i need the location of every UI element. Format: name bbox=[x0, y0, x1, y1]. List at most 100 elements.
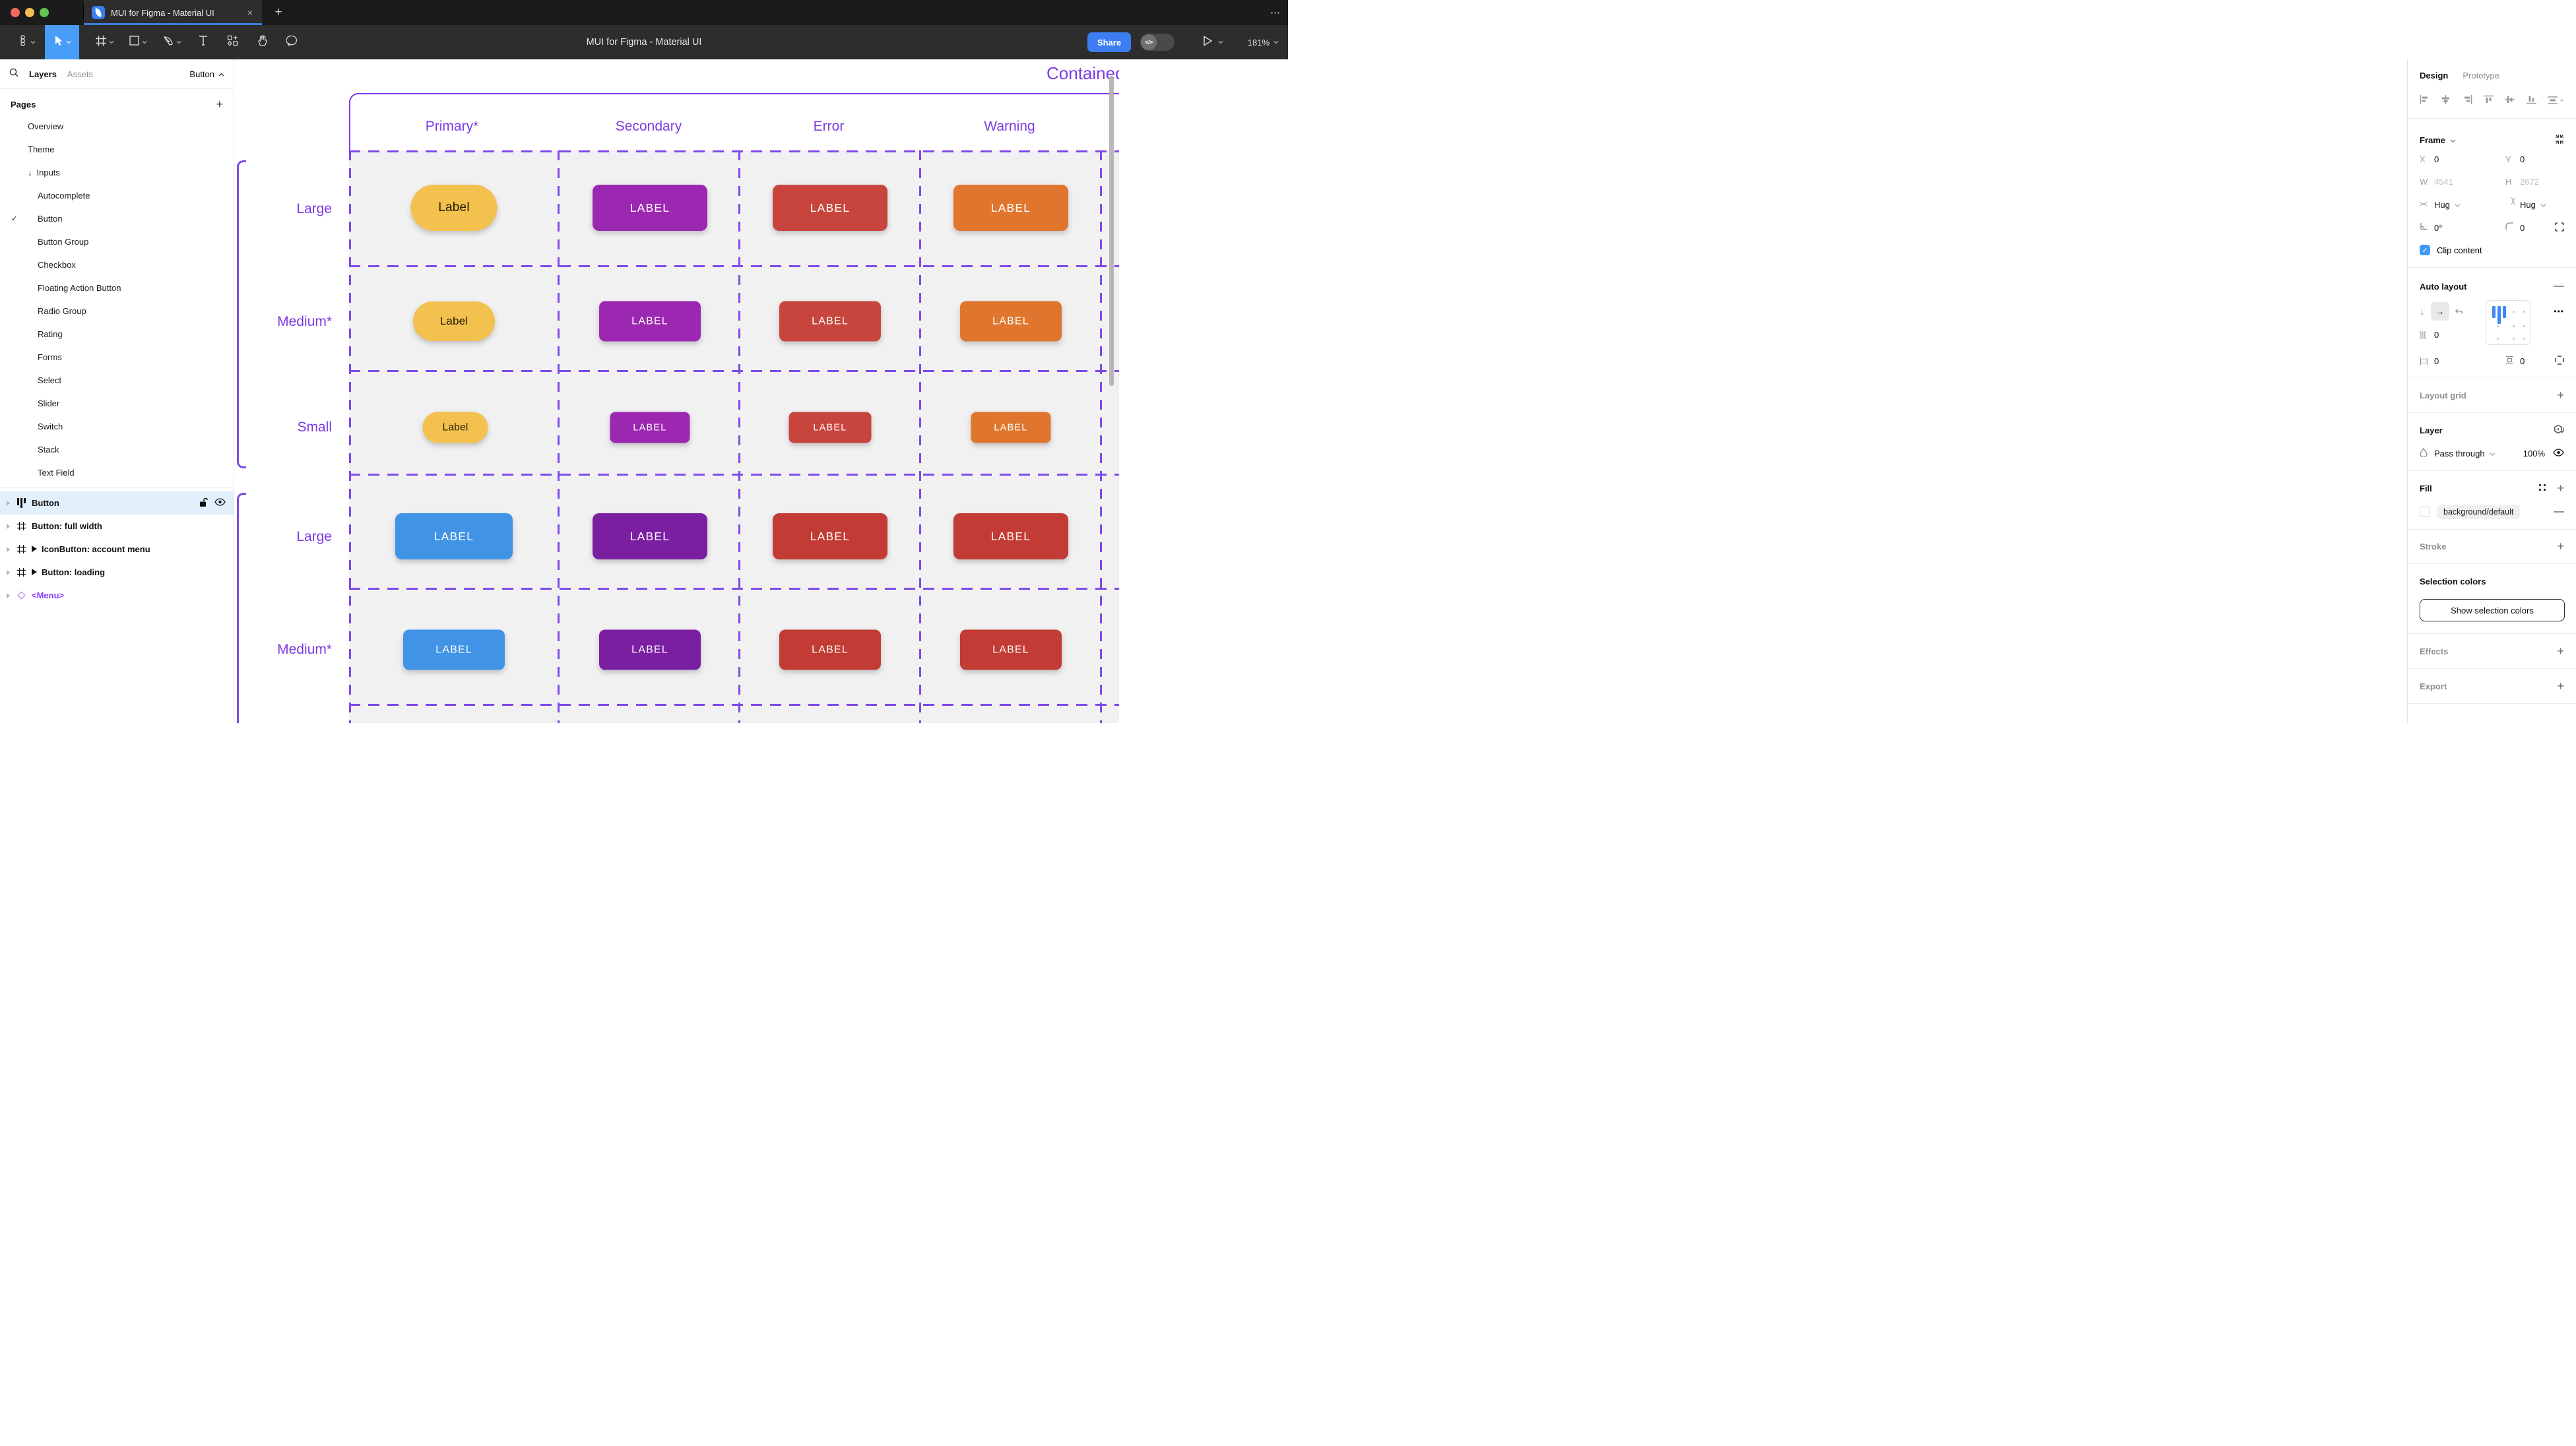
page-item-radio-group[interactable]: Radio Group bbox=[38, 306, 86, 316]
fill-color-swatch[interactable] bbox=[2420, 507, 2430, 517]
shape-tool-button[interactable] bbox=[123, 25, 153, 59]
layer-row-button-full-width[interactable]: Button: full width bbox=[0, 515, 234, 538]
page-item-text-field[interactable]: Text Field bbox=[38, 468, 75, 478]
align-v-center-icon[interactable] bbox=[2505, 95, 2515, 106]
align-left-icon[interactable] bbox=[2420, 94, 2430, 106]
individual-corners-icon[interactable] bbox=[2555, 222, 2564, 234]
layer-row-button[interactable]: Button bbox=[0, 491, 234, 515]
layer-row-button-loading[interactable]: Button: loading bbox=[0, 561, 234, 584]
button-medium-error[interactable]: LABEL bbox=[779, 301, 881, 342]
page-item-forms[interactable]: Forms bbox=[38, 352, 62, 362]
y-position-value[interactable]: 0 bbox=[2520, 154, 2525, 164]
canvas-scrollbar[interactable] bbox=[1109, 76, 1114, 386]
frame-section-title[interactable]: Frame bbox=[2420, 135, 2446, 145]
page-item-theme[interactable]: Theme bbox=[28, 144, 55, 154]
add-layout-grid-button[interactable]: + bbox=[2557, 388, 2564, 402]
x-position-value[interactable]: 0 bbox=[2434, 154, 2439, 164]
fill-style-chip[interactable]: background/default bbox=[2437, 505, 2521, 519]
main-menu-button[interactable] bbox=[12, 25, 41, 59]
page-item-inputs[interactable]: ↓ Inputs bbox=[28, 168, 60, 177]
remove-fill-button[interactable]: — bbox=[2554, 506, 2564, 517]
align-bottom-icon[interactable] bbox=[2526, 95, 2536, 106]
corner-radius-value[interactable]: 0 bbox=[2520, 222, 2525, 233]
button-medium-secondary[interactable]: LABEL bbox=[599, 301, 701, 342]
button-small-primary[interactable]: Label bbox=[422, 412, 488, 443]
rotation-value[interactable]: 0° bbox=[2434, 222, 2443, 233]
add-fill-button[interactable]: + bbox=[2557, 481, 2564, 495]
file-tab[interactable]: MUI for Figma - Material UI × bbox=[84, 0, 262, 25]
individual-padding-icon[interactable] bbox=[2555, 355, 2564, 367]
close-tab-icon[interactable]: × bbox=[247, 7, 253, 18]
page-item-button[interactable]: ✓ Button bbox=[11, 214, 63, 224]
tab-prototype[interactable]: Prototype bbox=[2463, 70, 2499, 80]
button-medium2-secondary[interactable]: LABEL bbox=[599, 629, 701, 670]
frame-title[interactable]: Contained bbox=[1046, 63, 1119, 83]
text-tool-button[interactable] bbox=[191, 25, 215, 59]
direction-right-icon[interactable]: → bbox=[2430, 302, 2449, 321]
page-item-autocomplete[interactable]: Autocomplete bbox=[38, 191, 90, 201]
resources-tool-button[interactable] bbox=[219, 25, 245, 59]
button-large2-error[interactable]: LABEL bbox=[773, 513, 887, 559]
button-medium2-primary[interactable]: LABEL bbox=[403, 629, 505, 670]
visibility-eye-icon[interactable] bbox=[2553, 448, 2564, 458]
dev-mode-toggle[interactable]: </> bbox=[1140, 34, 1175, 51]
visibility-eye-icon[interactable] bbox=[214, 498, 226, 508]
expand-chevron-icon[interactable] bbox=[7, 500, 10, 506]
button-small-warning[interactable]: LABEL bbox=[971, 412, 1051, 443]
page-item-slider[interactable]: Slider bbox=[38, 398, 60, 408]
horizontal-padding-value[interactable]: 0 bbox=[2434, 356, 2439, 366]
unlock-icon[interactable] bbox=[199, 497, 208, 509]
auto-layout-alignment-box[interactable] bbox=[2486, 300, 2530, 345]
button-medium-warning[interactable]: LABEL bbox=[960, 301, 1062, 342]
add-export-button[interactable]: + bbox=[2557, 679, 2564, 693]
present-button[interactable] bbox=[1203, 25, 1223, 59]
button-medium-primary[interactable]: Label bbox=[413, 301, 495, 341]
expand-chevron-icon[interactable] bbox=[7, 523, 10, 529]
page-item-floating-action-button[interactable]: Floating Action Button bbox=[38, 283, 121, 293]
blend-mode-value[interactable]: Pass through bbox=[2434, 448, 2485, 458]
button-large2-secondary[interactable]: LABEL bbox=[593, 513, 707, 559]
horizontal-sizing-value[interactable]: Hug bbox=[2434, 199, 2450, 210]
vertical-sizing-value[interactable]: Hug bbox=[2520, 199, 2536, 210]
add-page-button[interactable]: + bbox=[216, 97, 223, 111]
button-large2-warning[interactable]: LABEL bbox=[953, 513, 1068, 559]
tab-design[interactable]: Design bbox=[2420, 70, 2449, 80]
button-large-primary[interactable]: Label bbox=[410, 185, 498, 231]
page-item-overview[interactable]: Overview bbox=[28, 121, 64, 131]
zoom-menu[interactable]: 181% bbox=[1248, 25, 1279, 59]
button-large-error[interactable]: LABEL bbox=[773, 185, 887, 231]
show-selection-colors-button[interactable]: Show selection colors bbox=[2420, 599, 2565, 621]
share-button[interactable]: Share bbox=[1087, 32, 1131, 52]
zoom-window-button[interactable] bbox=[40, 8, 49, 17]
move-tool-button[interactable] bbox=[45, 25, 79, 59]
canvas[interactable]: Contained Primary* Secondary Error Warni… bbox=[234, 59, 1119, 723]
page-item-stack[interactable]: Stack bbox=[38, 445, 59, 455]
direction-wrap-icon[interactable]: ↩ bbox=[2455, 305, 2464, 317]
auto-layout-more-icon[interactable]: ••• bbox=[2554, 307, 2564, 316]
page-item-select[interactable]: Select bbox=[38, 375, 62, 385]
direction-down-icon[interactable]: ↓ bbox=[2420, 305, 2425, 317]
new-tab-button[interactable]: + bbox=[274, 5, 282, 19]
align-top-icon[interactable] bbox=[2483, 95, 2494, 106]
layer-opacity-value[interactable]: 100% bbox=[2523, 448, 2545, 458]
tab-layers[interactable]: Layers bbox=[29, 69, 57, 79]
search-icon[interactable] bbox=[9, 68, 18, 80]
layer-row-menu-instance[interactable]: <Menu> bbox=[0, 584, 234, 607]
overflow-menu-icon[interactable]: ⋯ bbox=[1270, 7, 1281, 18]
page-item-switch[interactable]: Switch bbox=[38, 422, 63, 431]
distribute-menu-icon[interactable] bbox=[2547, 96, 2564, 104]
minimize-window-button[interactable] bbox=[25, 8, 34, 17]
layer-row-iconbutton-account-menu[interactable]: IconButton: account menu bbox=[0, 538, 234, 561]
width-value[interactable]: 4541 bbox=[2434, 176, 2453, 187]
align-right-icon[interactable] bbox=[2463, 94, 2472, 106]
page-item-rating[interactable]: Rating bbox=[38, 329, 63, 339]
page-item-button-group[interactable]: Button Group bbox=[38, 237, 89, 247]
button-medium2-error[interactable]: LABEL bbox=[779, 629, 881, 670]
clip-content-checkbox[interactable]: ✓ bbox=[2420, 245, 2430, 255]
tab-assets[interactable]: Assets bbox=[67, 69, 93, 79]
pen-tool-button[interactable] bbox=[157, 25, 187, 59]
vertical-padding-value[interactable]: 0 bbox=[2520, 356, 2525, 366]
add-effect-button[interactable]: + bbox=[2557, 644, 2564, 658]
align-h-center-icon[interactable] bbox=[2441, 94, 2451, 106]
button-small-secondary[interactable]: LABEL bbox=[610, 412, 690, 443]
